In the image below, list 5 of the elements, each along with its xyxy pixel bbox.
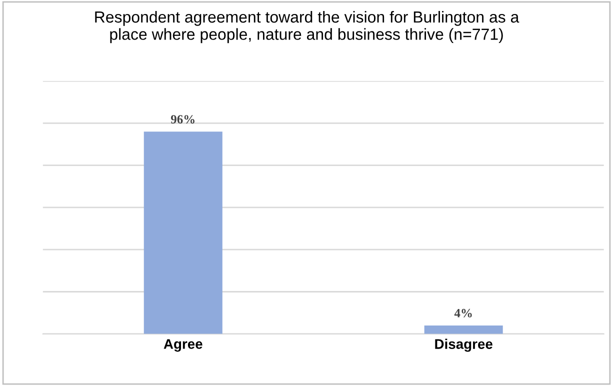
x-tick-label: Agree xyxy=(164,339,202,352)
data-label: 96% xyxy=(170,115,194,124)
chart-title: Respondent agreement toward the vision for Burlington as a place where people, nature and business thrive (n=771) xyxy=(95,10,520,44)
data-label: 4% xyxy=(454,308,472,318)
x-tick-label: Disagree xyxy=(435,338,492,352)
